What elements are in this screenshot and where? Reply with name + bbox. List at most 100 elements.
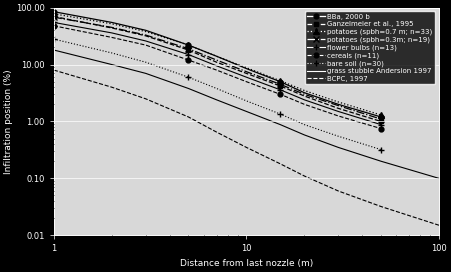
flower bulbs (n=13) bbox=[186, 53, 191, 56]
grass stubble Andersion 1997 bbox=[436, 177, 442, 180]
flower bulbs (n=13) bbox=[51, 21, 56, 24]
BCPC, 1997 bbox=[214, 131, 219, 134]
grass stubble Andersion 1997 bbox=[378, 160, 384, 163]
potatoes (spbh=0.7 m; n=33) bbox=[214, 55, 219, 58]
cereals (n=11) bbox=[336, 114, 341, 118]
potatoes (spbh=0.3m; n=19) bbox=[186, 47, 191, 50]
potatoes (spbh=0.3m; n=19) bbox=[336, 104, 341, 107]
cereals (n=11) bbox=[302, 103, 307, 106]
BBa, 2000 b bbox=[186, 44, 191, 47]
cereals (n=11) bbox=[244, 80, 249, 83]
Line: BBa, 2000 b: BBa, 2000 b bbox=[51, 9, 383, 119]
Ganzelmeier et al., 1995 bbox=[109, 26, 115, 30]
BCPC, 1997 bbox=[378, 205, 384, 208]
potatoes (spbh=0.3m; n=19) bbox=[378, 118, 384, 121]
potatoes (spbh=0.7 m; n=33) bbox=[143, 30, 148, 33]
flower bulbs (n=13) bbox=[336, 110, 341, 113]
flower bulbs (n=13) bbox=[214, 64, 219, 67]
potatoes (spbh=0.3m; n=19) bbox=[278, 83, 283, 86]
potatoes (spbh=0.3m; n=19) bbox=[302, 93, 307, 96]
potatoes (spbh=0.3m; n=19) bbox=[51, 16, 56, 19]
potatoes (spbh=0.3m; n=19) bbox=[109, 26, 115, 29]
BBa, 2000 b bbox=[51, 10, 56, 13]
Ganzelmeier et al., 1995 bbox=[278, 84, 283, 88]
Line: cereals (n=11): cereals (n=11) bbox=[51, 23, 383, 131]
potatoes (spbh=0.7 m; n=33) bbox=[51, 12, 56, 16]
bare soil (n=30) bbox=[278, 112, 283, 116]
Line: potatoes (spbh=0.7 m; n=33): potatoes (spbh=0.7 m; n=33) bbox=[51, 11, 384, 118]
BCPC, 1997 bbox=[143, 97, 148, 100]
Ganzelmeier et al., 1995 bbox=[214, 61, 219, 64]
grass stubble Andersion 1997 bbox=[51, 48, 56, 52]
grass stubble Andersion 1997 bbox=[278, 123, 283, 126]
flower bulbs (n=13) bbox=[378, 123, 384, 126]
grass stubble Andersion 1997 bbox=[186, 87, 191, 90]
Line: BCPC, 1997: BCPC, 1997 bbox=[54, 70, 439, 225]
Ganzelmeier et al., 1995 bbox=[336, 107, 341, 110]
BCPC, 1997 bbox=[436, 224, 442, 227]
flower bulbs (n=13) bbox=[109, 31, 115, 35]
bare soil (n=30) bbox=[336, 135, 341, 138]
BBa, 2000 b bbox=[278, 80, 283, 83]
Ganzelmeier et al., 1995 bbox=[244, 72, 249, 75]
Line: bare soil (n=30): bare soil (n=30) bbox=[51, 36, 384, 153]
potatoes (spbh=0.7 m; n=33) bbox=[109, 22, 115, 26]
BCPC, 1997 bbox=[336, 189, 341, 193]
potatoes (spbh=0.7 m; n=33) bbox=[336, 100, 341, 104]
flower bulbs (n=13) bbox=[302, 98, 307, 101]
potatoes (spbh=0.3m; n=19) bbox=[143, 33, 148, 37]
cereals (n=11) bbox=[278, 93, 283, 96]
bare soil (n=30) bbox=[186, 76, 191, 79]
cereals (n=11) bbox=[214, 69, 219, 72]
BCPC, 1997 bbox=[302, 174, 307, 178]
cereals (n=11) bbox=[51, 24, 56, 27]
potatoes (spbh=0.7 m; n=33) bbox=[302, 89, 307, 92]
Line: grass stubble Andersion 1997: grass stubble Andersion 1997 bbox=[54, 50, 439, 178]
BCPC, 1997 bbox=[244, 146, 249, 149]
BBa, 2000 b bbox=[336, 103, 341, 106]
bare soil (n=30) bbox=[244, 99, 249, 103]
Ganzelmeier et al., 1995 bbox=[51, 15, 56, 18]
BBa, 2000 b bbox=[109, 21, 115, 24]
X-axis label: Distance from last nozzle (m): Distance from last nozzle (m) bbox=[180, 259, 313, 268]
potatoes (spbh=0.3m; n=19) bbox=[214, 58, 219, 62]
grass stubble Andersion 1997 bbox=[143, 72, 148, 75]
flower bulbs (n=13) bbox=[278, 88, 283, 91]
bare soil (n=30) bbox=[109, 51, 115, 55]
BBa, 2000 b bbox=[143, 29, 148, 32]
bare soil (n=30) bbox=[378, 148, 384, 151]
bare soil (n=30) bbox=[214, 87, 219, 90]
potatoes (spbh=0.7 m; n=33) bbox=[278, 79, 283, 82]
bare soil (n=30) bbox=[302, 123, 307, 126]
BCPC, 1997 bbox=[51, 69, 56, 72]
cereals (n=11) bbox=[143, 44, 148, 47]
grass stubble Andersion 1997 bbox=[244, 110, 249, 113]
Ganzelmeier et al., 1995 bbox=[143, 34, 148, 38]
bare soil (n=30) bbox=[51, 38, 56, 41]
grass stubble Andersion 1997 bbox=[336, 146, 341, 149]
Line: potatoes (spbh=0.3m; n=19): potatoes (spbh=0.3m; n=19) bbox=[51, 14, 384, 122]
BBa, 2000 b bbox=[302, 91, 307, 94]
bare soil (n=30) bbox=[143, 61, 148, 64]
BBa, 2000 b bbox=[214, 55, 219, 58]
flower bulbs (n=13) bbox=[244, 76, 249, 79]
potatoes (spbh=0.7 m; n=33) bbox=[244, 66, 249, 69]
flower bulbs (n=13) bbox=[143, 39, 148, 43]
BCPC, 1997 bbox=[109, 86, 115, 89]
cereals (n=11) bbox=[186, 58, 191, 62]
cereals (n=11) bbox=[378, 127, 384, 130]
Ganzelmeier et al., 1995 bbox=[302, 94, 307, 98]
grass stubble Andersion 1997 bbox=[302, 133, 307, 137]
Line: flower bulbs (n=13): flower bulbs (n=13) bbox=[51, 19, 384, 128]
BBa, 2000 b bbox=[244, 67, 249, 70]
potatoes (spbh=0.3m; n=19) bbox=[244, 70, 249, 73]
BBa, 2000 b bbox=[378, 115, 384, 119]
Ganzelmeier et al., 1995 bbox=[378, 120, 384, 123]
potatoes (spbh=0.7 m; n=33) bbox=[378, 113, 384, 117]
Line: Ganzelmeier et al., 1995: Ganzelmeier et al., 1995 bbox=[51, 14, 383, 124]
BCPC, 1997 bbox=[278, 162, 283, 165]
cereals (n=11) bbox=[109, 36, 115, 39]
Y-axis label: Infiltration position (%): Infiltration position (%) bbox=[4, 69, 13, 174]
Ganzelmeier et al., 1995 bbox=[186, 48, 191, 52]
BCPC, 1997 bbox=[186, 115, 191, 119]
